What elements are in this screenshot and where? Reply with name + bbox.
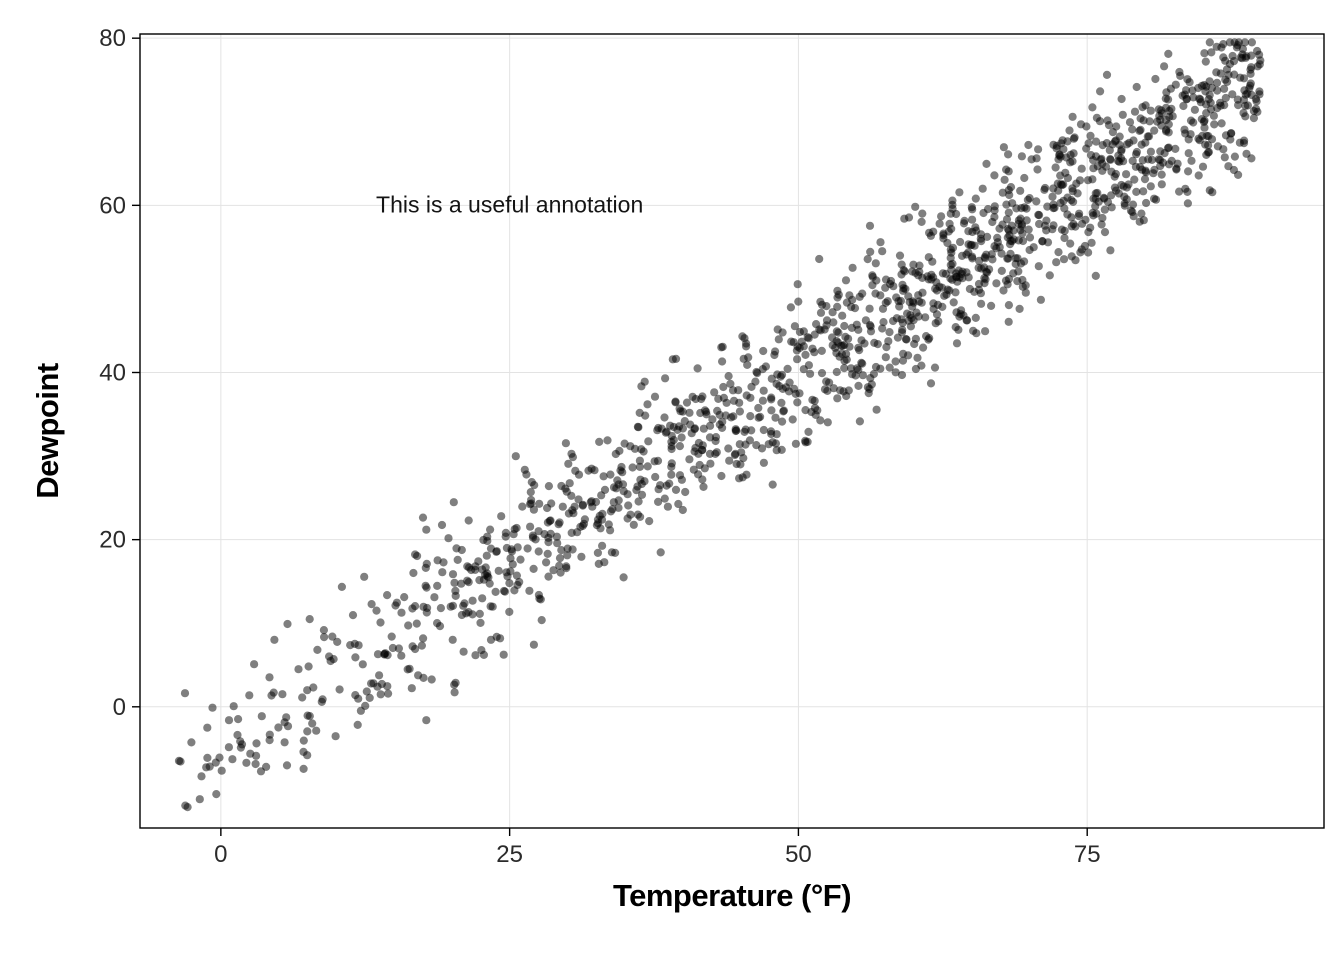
chart-annotation: This is a useful annotation bbox=[376, 191, 644, 218]
y-tick-labels: 0 20 40 60 80 bbox=[99, 25, 126, 721]
svg-text:80: 80 bbox=[99, 25, 126, 52]
points-layer bbox=[174, 38, 1265, 812]
svg-text:25: 25 bbox=[496, 841, 523, 868]
x-axis-title: Temperature (°F) bbox=[612, 878, 852, 913]
x-tick-marks bbox=[220, 828, 1088, 836]
svg-text:0: 0 bbox=[113, 694, 126, 721]
svg-text:0: 0 bbox=[214, 841, 227, 868]
svg-text:75: 75 bbox=[1074, 841, 1101, 868]
svg-text:40: 40 bbox=[99, 359, 126, 386]
svg-text:60: 60 bbox=[99, 192, 126, 219]
y-tick-marks bbox=[132, 37, 140, 708]
x-tick-labels: 0 25 50 75 bbox=[214, 841, 1100, 868]
y-axis-title: Dewpoint bbox=[30, 363, 65, 499]
svg-text:20: 20 bbox=[99, 527, 126, 554]
panel-border bbox=[139, 33, 1325, 829]
x-gridlines bbox=[220, 34, 1088, 828]
svg-text:50: 50 bbox=[785, 841, 812, 868]
